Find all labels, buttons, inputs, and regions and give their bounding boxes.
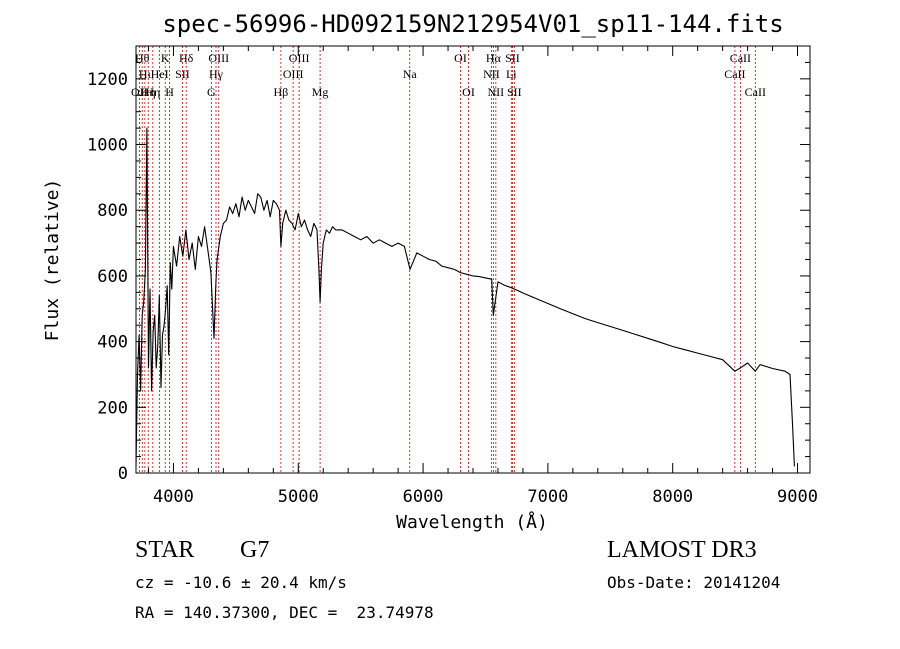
x-axis-ticks: 4000 5000 6000 7000 8000 9000 — [147, 46, 818, 507]
observation-date: Obs-Date: 20141204 — [607, 573, 781, 592]
line-marker-label: Hι — [139, 67, 152, 81]
line-marker-label: OI — [454, 51, 467, 65]
object-type: STAR — [135, 537, 195, 563]
spectral-subclass: G7 — [240, 537, 270, 563]
spectrum-chart: spec-56996-HD092159N212954V01_sp11-144.f… — [42, 10, 818, 533]
line-marker-label: OIII — [208, 51, 229, 65]
line-marker-label: Hθ — [135, 51, 150, 65]
spectral-line-labels: OIIHθHιHηHηHeIKHSIIHδGHγOIIIHβOIIIOIIIMg… — [131, 51, 766, 99]
line-marker-label: CaII — [745, 85, 766, 99]
redshift-velocity: cz = -10.6 ± 20.4 km/s — [135, 573, 347, 592]
line-marker-label: H — [165, 85, 174, 99]
y-tick-label: 800 — [97, 201, 128, 221]
line-marker-label: Hη — [145, 85, 160, 99]
x-axis-label: Wavelength (Å) — [396, 511, 548, 533]
x-tick-label: 5000 — [278, 487, 319, 507]
y-tick-label: 0 — [118, 464, 128, 484]
x-tick-label: 9000 — [777, 487, 818, 507]
y-tick-label: 600 — [97, 267, 128, 287]
line-marker-label: Hη — [141, 85, 156, 99]
y-tick-label: 400 — [97, 333, 128, 353]
x-tick-label: 7000 — [527, 487, 568, 507]
line-marker-label: Hα — [486, 51, 502, 65]
line-marker-label: OII — [131, 85, 148, 99]
line-marker-label: HeI — [151, 67, 169, 81]
plot-frame — [135, 45, 811, 474]
x-tick-label: 8000 — [652, 487, 693, 507]
line-marker-label: Hδ — [179, 51, 194, 65]
line-marker-label: NII — [483, 67, 500, 81]
y-axis-ticks: 0 200 400 600 800 1000 1200 — [87, 45, 810, 484]
line-marker-label: Hβ — [274, 85, 289, 99]
y-tick-label: 1200 — [87, 70, 128, 90]
line-marker-label: OIII — [283, 67, 304, 81]
flux-series-line — [135, 127, 795, 467]
line-marker-label: OI — [462, 85, 475, 99]
line-marker-label: SII — [507, 85, 522, 99]
line-marker-label: NII — [488, 85, 505, 99]
y-tick-label: 1000 — [87, 136, 128, 156]
line-marker-label: CaII — [724, 67, 745, 81]
line-marker-label: Li — [506, 67, 517, 81]
y-tick-label: 200 — [97, 398, 128, 418]
x-tick-label: 6000 — [403, 487, 444, 507]
line-marker-label: Na — [403, 67, 418, 81]
line-marker-label: K — [161, 51, 170, 65]
survey-name: LAMOST DR3 — [607, 537, 757, 563]
y-axis-label: Flux (relative) — [42, 179, 63, 342]
coordinates: RA = 140.37300, DEC = 23.74978 — [135, 603, 434, 622]
line-marker-label: SII — [175, 67, 190, 81]
line-marker-label: G — [207, 85, 216, 99]
line-marker-label: CaII — [730, 51, 751, 65]
line-marker-label: OIII — [289, 51, 310, 65]
line-marker-label: Hγ — [209, 67, 224, 81]
x-tick-label: 4000 — [153, 487, 194, 507]
spectral-line-markers — [138, 46, 756, 473]
line-marker-label: Mg — [312, 85, 329, 99]
chart-title: spec-56996-HD092159N212954V01_sp11-144.f… — [162, 10, 783, 38]
line-marker-label: SII — [505, 51, 520, 65]
